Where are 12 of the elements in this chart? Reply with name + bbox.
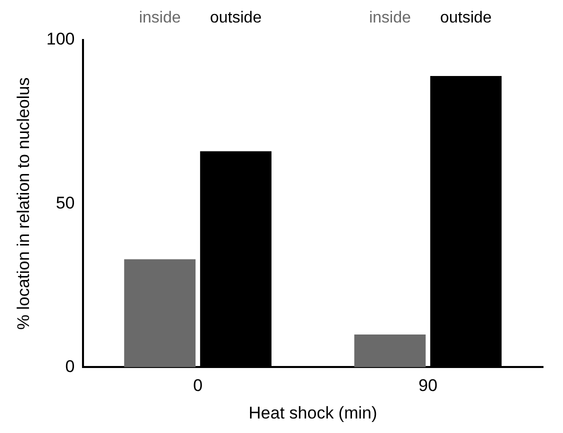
y-axis-title: % location in relation to nucleolus [14,77,33,330]
bar [354,334,426,368]
y-tick-label: 50 [56,193,75,212]
bar [124,259,196,368]
text: outside [210,9,262,26]
y-tick-label: 100 [46,30,75,49]
y-tick-label: 0 [65,356,75,376]
x-axis-title: Heat shock (min) [248,403,378,422]
text: outside [440,9,492,26]
text: inside [138,9,181,26]
text: inside [369,9,411,26]
x-tick-label: 90 [418,376,438,396]
